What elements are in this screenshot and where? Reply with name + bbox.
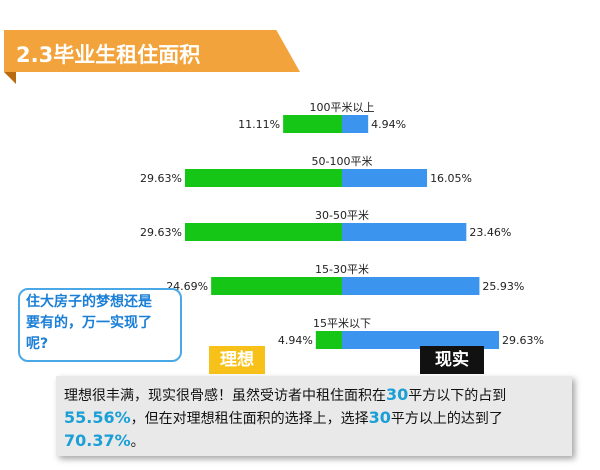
chart-row: 50-100平米 29.63% 16.05% <box>140 155 472 187</box>
summary-part-3: ，但在对理想租住面积的选择上，选择 <box>130 411 369 427</box>
summary-part-1: 理想很丰满，现实很骨感！虽然受访者中租住面积在 <box>64 388 386 404</box>
category-label: 50-100平米 <box>312 155 373 168</box>
ideal-bar <box>184 223 342 241</box>
summary-part-2: 平方以下的占到 <box>408 388 507 404</box>
summary-box <box>56 376 572 456</box>
chart-row: 30-50平米 29.63% 23.46% <box>140 209 511 241</box>
category-label: 100平米以上 <box>310 101 375 114</box>
summary-number-2: 30 <box>368 408 391 427</box>
ideal-value-label: 29.63% <box>140 226 182 239</box>
summary-part-4: 平方以上的达到了 <box>390 411 503 427</box>
ideal-bar <box>283 115 342 133</box>
summary-text: 理想很丰满，现实很骨感！虽然受访者中租住面积在30平方以下的占到 55.56%，但… <box>64 384 568 453</box>
reality-value-label: 25.93% <box>482 280 524 293</box>
category-label: 30-50平米 <box>315 209 369 222</box>
chart-row: 100平米以上 11.11% 4.94% <box>238 101 406 133</box>
reality-bar <box>342 169 428 187</box>
bubble-line-3: 呢? <box>26 336 49 352</box>
ideal-bar <box>211 277 342 295</box>
summary-value-1: 55.56% <box>64 408 131 427</box>
reality-bar <box>342 331 500 349</box>
ideal-tag: 理想 <box>209 346 265 374</box>
category-label: 15平米以下 <box>313 317 371 330</box>
title-banner <box>4 30 300 72</box>
reality-bar <box>342 223 467 241</box>
reality-value-label: 29.63% <box>502 334 544 347</box>
ideal-value-label: 4.94% <box>278 334 313 347</box>
reality-value-label: 4.94% <box>371 118 406 131</box>
category-label: 15-30平米 <box>315 263 369 276</box>
reality-value-label: 23.46% <box>469 226 511 239</box>
reality-tag: 现实 <box>420 346 484 374</box>
page-title: 2.3毕业生租住面积 <box>16 43 201 67</box>
bubble-line-2: 要有的，万一实现了 <box>26 315 152 331</box>
ideal-bar <box>184 169 342 187</box>
speech-bubble-text: 住大房子的梦想还是 要有的，万一实现了 呢? <box>26 292 176 355</box>
ideal-value-label: 11.11% <box>238 118 280 131</box>
speech-bubble <box>18 288 182 362</box>
reality-value-label: 16.05% <box>430 172 472 185</box>
ideal-bar <box>315 331 342 349</box>
summary-value-2: 70.37% <box>64 431 131 450</box>
summary-part-5: 。 <box>130 434 145 450</box>
banner-fold <box>4 72 16 84</box>
reality-bar <box>342 277 480 295</box>
summary-number-1: 30 <box>386 385 409 404</box>
bubble-line-1: 住大房子的梦想还是 <box>26 294 152 310</box>
reality-bar <box>342 115 369 133</box>
ideal-value-label: 29.63% <box>140 172 182 185</box>
